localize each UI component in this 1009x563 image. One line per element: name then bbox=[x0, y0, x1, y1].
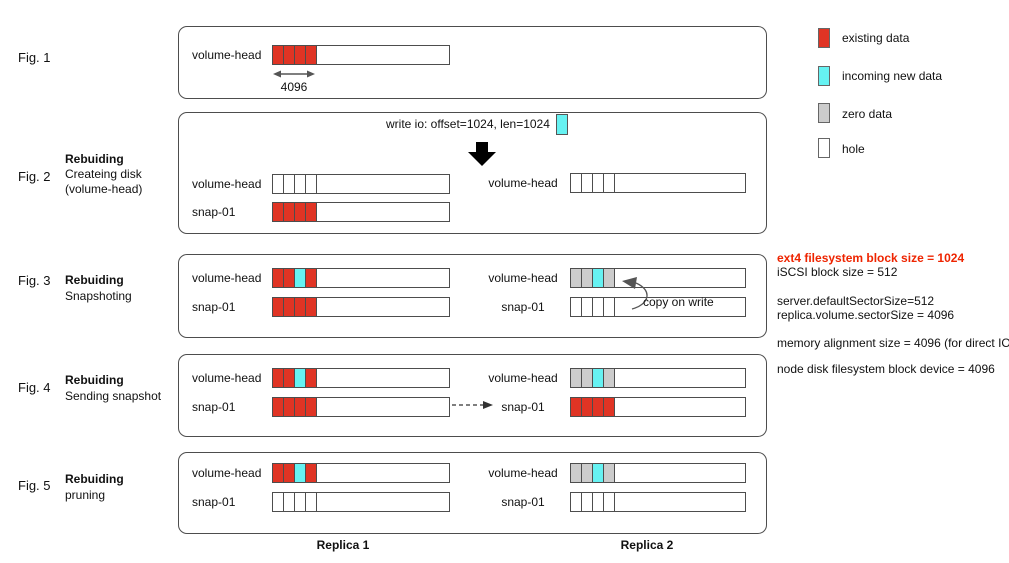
fig4-label: Fig. 4 bbox=[18, 380, 51, 395]
volume-head-label: volume-head bbox=[192, 177, 262, 191]
down-arrow-icon bbox=[468, 142, 496, 166]
volume-head-bar bbox=[570, 173, 746, 193]
fig1-box bbox=[178, 26, 767, 99]
replica1-label: Replica 1 bbox=[316, 538, 370, 552]
note-ext4-block-size: ext4 filesystem block size = 1024 bbox=[777, 251, 965, 265]
legend-existing-label: existing data bbox=[842, 31, 910, 45]
volume-head-label: volume-head bbox=[192, 466, 262, 480]
fig2-heading: Rebuiding bbox=[65, 152, 124, 166]
fig5-heading: Rebuiding bbox=[65, 472, 124, 486]
legend-zero-label: zero data bbox=[842, 107, 893, 121]
volume-head-bar bbox=[272, 463, 450, 483]
replica2-label: Replica 2 bbox=[620, 538, 674, 552]
fig3-heading: Rebuiding bbox=[65, 273, 124, 287]
legend-incoming-swatch bbox=[818, 66, 830, 86]
volume-head-bar bbox=[570, 463, 746, 483]
snap-01-label: snap-01 bbox=[192, 205, 236, 219]
note-memory-alignment: memory alignment size = 4096 (for direct… bbox=[777, 336, 1009, 350]
fig3-subtitle-1: Snapshoting bbox=[65, 289, 132, 303]
volume-head-label: volume-head bbox=[488, 466, 558, 480]
volume-head-label: volume-head bbox=[192, 371, 262, 385]
fig4-heading: Rebuiding bbox=[65, 373, 124, 387]
fig5-subtitle-1: pruning bbox=[65, 488, 106, 502]
legend-hole-swatch bbox=[818, 138, 830, 158]
volume-head-bar bbox=[570, 368, 746, 388]
volume-head-bar bbox=[272, 45, 450, 65]
fig2-subtitle-1: Createing disk bbox=[65, 167, 142, 181]
fig5-label: Fig. 5 bbox=[18, 478, 51, 493]
legend-existing-swatch bbox=[818, 28, 830, 48]
snap-01-bar bbox=[570, 397, 746, 417]
fig1-label: Fig. 1 bbox=[18, 50, 51, 65]
curved-arrow-icon bbox=[622, 277, 648, 310]
volume-head-bar bbox=[272, 268, 450, 288]
volume-head-bar bbox=[272, 174, 450, 194]
note-node-disk-block-device: node disk filesystem block device = 4096 bbox=[777, 362, 995, 376]
snap-01-label: snap-01 bbox=[501, 300, 545, 314]
snap-01-bar bbox=[570, 297, 746, 317]
fig2-label: Fig. 2 bbox=[18, 169, 51, 184]
fig4-box bbox=[178, 354, 767, 437]
write-io-annotation: write io: offset=1024, len=1024 bbox=[386, 117, 550, 131]
double-arrow-icon bbox=[273, 70, 315, 78]
legend-hole-label: hole bbox=[842, 142, 865, 156]
fig4-subtitle-1: Sending snapshot bbox=[65, 389, 162, 403]
dashed-arrow-icon bbox=[452, 401, 493, 409]
fig3-label: Fig. 3 bbox=[18, 273, 51, 288]
legend-incoming-label: incoming new data bbox=[842, 69, 943, 83]
note-server-sector-size: server.defaultSectorSize=512 bbox=[777, 294, 935, 308]
snap-01-bar bbox=[272, 397, 450, 417]
snap-01-label: snap-01 bbox=[501, 495, 545, 509]
copy-on-write-annotation: copy on write bbox=[643, 295, 714, 309]
snap-01-label: snap-01 bbox=[192, 300, 236, 314]
note-replica-sector-size: replica.volume.sectorSize = 4096 bbox=[777, 308, 955, 322]
legend-zero-swatch bbox=[818, 103, 830, 123]
volume-head-bar bbox=[570, 268, 746, 288]
incoming-data-block bbox=[556, 114, 568, 135]
snap-01-label: snap-01 bbox=[501, 400, 545, 414]
volume-head-label: volume-head bbox=[192, 48, 262, 62]
snap-01-label: snap-01 bbox=[192, 400, 236, 414]
volume-head-label: volume-head bbox=[488, 371, 558, 385]
note-iscsi-block-size: iSCSI block size = 512 bbox=[777, 265, 898, 279]
snap-01-label: snap-01 bbox=[192, 495, 236, 509]
block-size-annotation: 4096 bbox=[280, 80, 308, 94]
volume-head-bar bbox=[272, 368, 450, 388]
snap-01-bar bbox=[272, 202, 450, 222]
volume-head-label: volume-head bbox=[488, 176, 558, 190]
snap-01-bar bbox=[272, 297, 450, 317]
volume-head-label: volume-head bbox=[488, 271, 558, 285]
volume-head-label: volume-head bbox=[192, 271, 262, 285]
fig2-subtitle-2: (volume-head) bbox=[65, 182, 143, 196]
snap-01-bar bbox=[272, 492, 450, 512]
snap-01-bar bbox=[570, 492, 746, 512]
